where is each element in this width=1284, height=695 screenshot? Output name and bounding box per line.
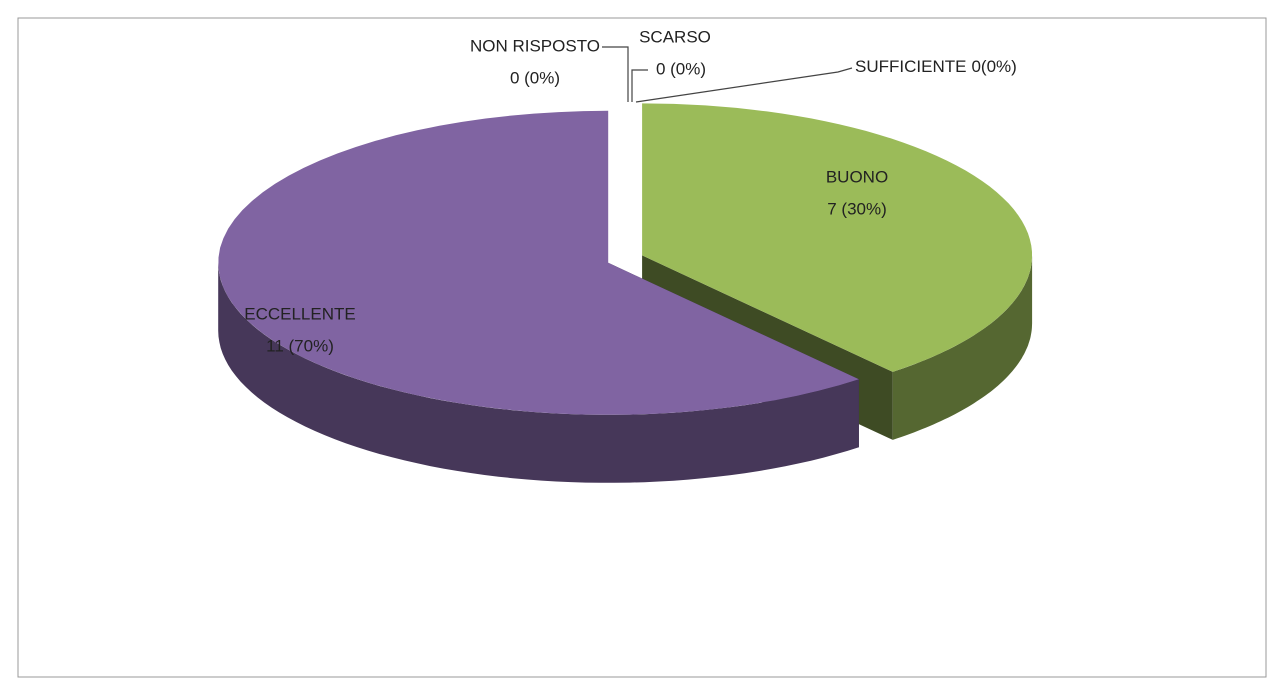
slice [642, 103, 1032, 372]
data-label: 0 (0%) [510, 68, 560, 87]
slice [218, 110, 859, 483]
pie [218, 103, 1033, 483]
slice [218, 110, 859, 415]
leader-line [631, 69, 648, 102]
data-label-name: NON RISPOSTO [470, 36, 600, 55]
data-label-group: SUFFICIENTE 0(0%) [855, 57, 1017, 76]
slice-side [218, 262, 859, 483]
data-label-name: SCARSO [639, 27, 711, 46]
data-label: 0 (0%) [656, 59, 706, 78]
data-label-name: ECCELLENTE [244, 304, 355, 323]
data-label: 0(0%) [971, 57, 1016, 76]
leader-line [635, 67, 853, 103]
labels: NON RISPOSTO 0 (0%) SCARSO 0 (0%) SUFFICIENT… [244, 27, 1017, 355]
slice-side [892, 255, 1033, 440]
data-label-name: BUONO [826, 167, 888, 186]
data-label: 11 (70%) [266, 336, 334, 355]
data-label-name: SUFFICIENTE [855, 57, 966, 76]
data-label: 7 (30%) [827, 199, 887, 218]
leader-line [602, 46, 629, 102]
